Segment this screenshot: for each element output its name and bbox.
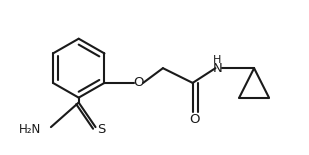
Text: N: N	[213, 62, 222, 75]
Text: H: H	[213, 55, 222, 65]
Text: S: S	[97, 123, 106, 136]
Text: O: O	[133, 76, 143, 89]
Text: H₂N: H₂N	[19, 123, 41, 136]
Text: O: O	[189, 113, 200, 126]
